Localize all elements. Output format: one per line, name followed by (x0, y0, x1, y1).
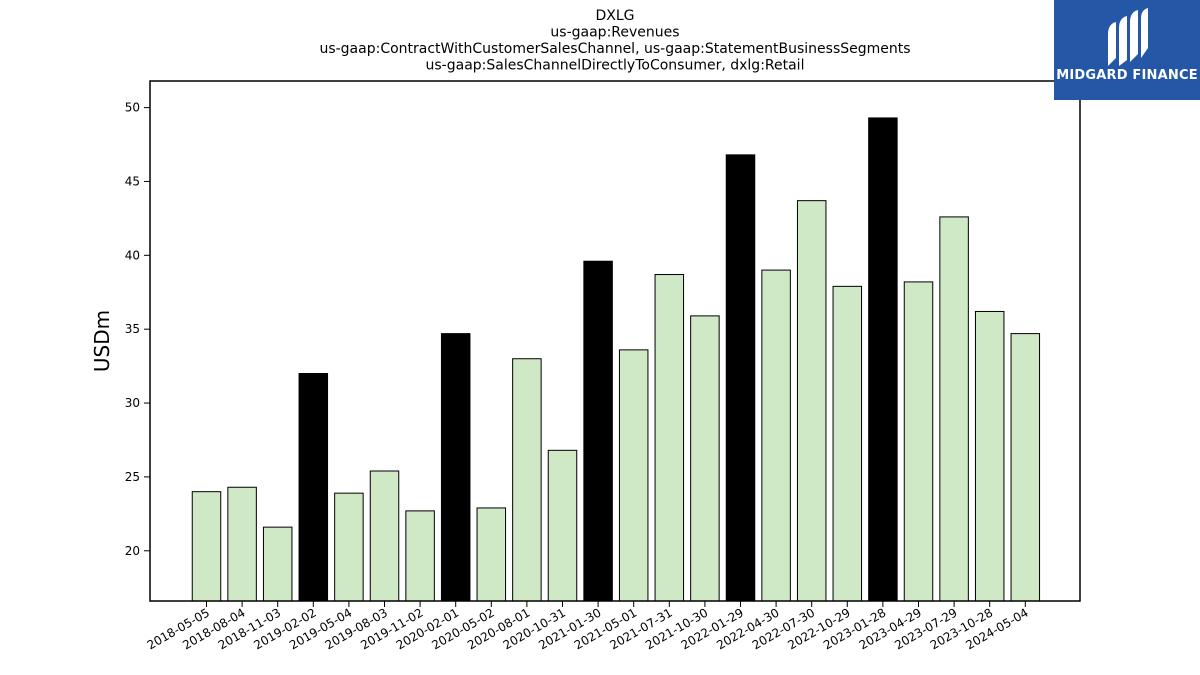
bar (939, 216, 969, 602)
brand-logo: MIDGARD FINANCE (1054, 0, 1200, 100)
bars-group (191, 117, 1041, 602)
bar (298, 373, 329, 602)
brand-name: MIDGARD FINANCE (1056, 68, 1198, 83)
bar (334, 492, 364, 602)
bar (974, 310, 1005, 602)
bar (405, 510, 435, 602)
bar (262, 526, 293, 602)
bar (796, 200, 827, 602)
y-tick-label: 20 (125, 544, 140, 558)
y-tick-label: 35 (125, 322, 140, 336)
title-line: us-gaap:SalesChannelDirectlyToConsumer, … (426, 58, 805, 74)
x-axis: 2018-05-052018-08-042018-11-032019-02-02… (145, 601, 1031, 652)
bar (903, 281, 934, 602)
bar (476, 507, 507, 602)
chart-title: DXLGus-gaap:Revenuesus-gaap:ContractWith… (319, 8, 910, 74)
bar (191, 491, 222, 602)
bar (583, 260, 613, 602)
bar (868, 117, 898, 602)
y-tick-label: 25 (125, 470, 140, 484)
bar (832, 285, 863, 602)
bar (618, 349, 649, 602)
bar (654, 274, 685, 602)
title-line: us-gaap:ContractWithCustomerSalesChannel… (319, 41, 910, 57)
bar (1010, 333, 1041, 602)
y-tick-label: 40 (125, 248, 140, 262)
midgard-logo-icon (1108, 8, 1148, 66)
plot-frame (149, 80, 1081, 602)
y-tick-label: 50 (125, 101, 140, 115)
bar (227, 486, 257, 602)
y-tick-label: 45 (125, 174, 140, 188)
bar (547, 449, 578, 602)
title-line: us-gaap:Revenues (550, 25, 679, 41)
title-line: DXLG (595, 8, 634, 24)
y-axis-label: USDm (90, 310, 114, 372)
bar (761, 269, 791, 602)
y-axis: 20 25 30 35 40 45 50 (125, 101, 150, 558)
bar (725, 154, 756, 602)
y-tick-label: 30 (125, 396, 140, 410)
bar (512, 358, 542, 602)
bar (369, 470, 400, 602)
bar (440, 333, 471, 602)
bar (690, 315, 720, 602)
